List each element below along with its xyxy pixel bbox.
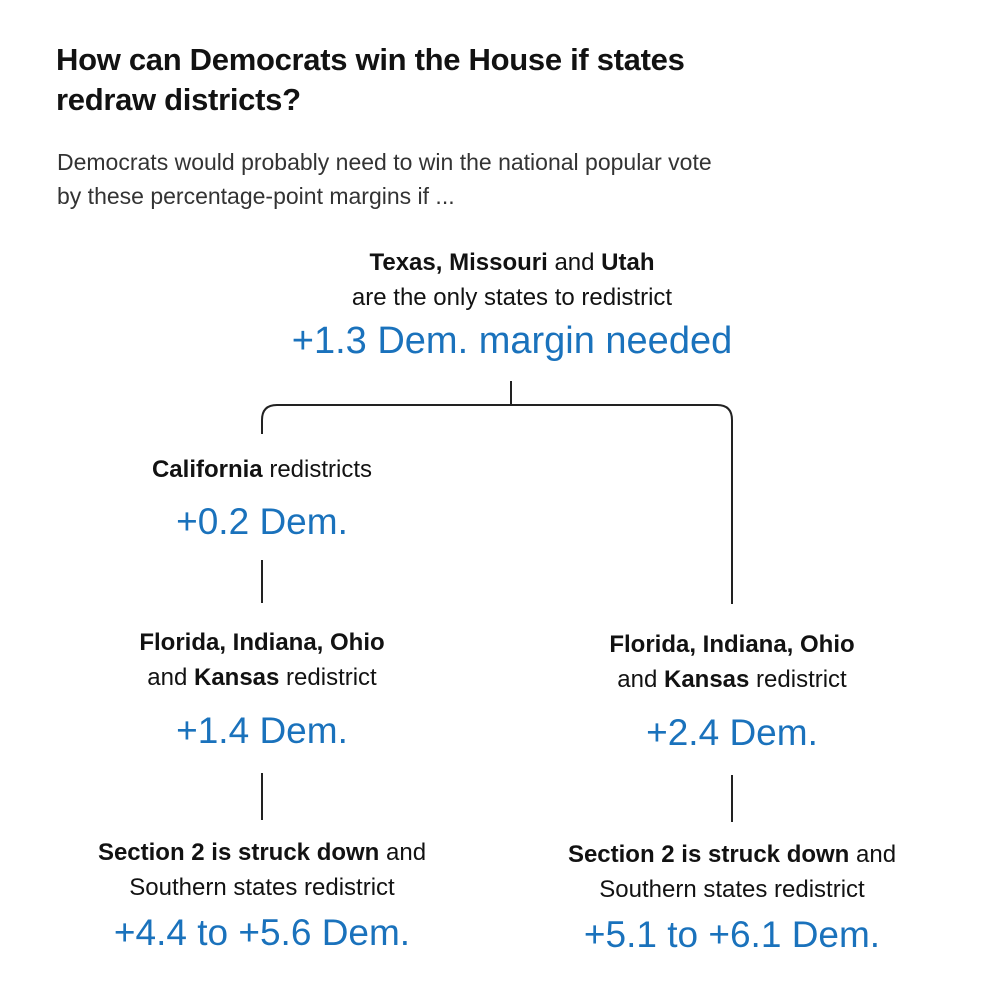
subtitle-line-2: by these percentage-point margins if ...	[57, 183, 455, 209]
right-node-3-condition: Section 2 is struck down and Southern st…	[502, 837, 962, 907]
left-node-2: Florida, Indiana, Ohio and Kansas redist…	[62, 625, 462, 753]
root-condition-line-2: are the only states to redistrict	[351, 284, 673, 311]
root-and: and	[554, 249, 595, 276]
right-node-3-bold: Section 2 is struck down	[567, 841, 850, 868]
left-node-3-rest: and	[379, 839, 427, 866]
root-state-utah: Utah	[601, 249, 655, 276]
left-node-1-bold: California	[151, 456, 263, 483]
right-node-2-value: +2.4 Dem.	[646, 712, 818, 753]
root-node: Texas, Missouri and Utah are the only st…	[212, 245, 812, 363]
right-node-2-bold-1: Florida, Indiana, Ohio	[609, 631, 855, 658]
left-node-2-and: and	[147, 664, 194, 691]
root-margin-value: +1.3 Dem. margin needed	[291, 320, 733, 362]
left-node-2-bold-1: Florida, Indiana, Ohio	[139, 629, 385, 656]
chart-subtitle: Democrats would probably need to win the…	[57, 145, 877, 213]
left-node-3: Section 2 is struck down and Southern st…	[32, 835, 492, 955]
left-node-3-bold: Section 2 is struck down	[97, 839, 380, 866]
left-node-1-value: +0.2 Dem.	[176, 501, 348, 542]
left-node-1-condition: California redistricts	[62, 452, 462, 487]
root-state-texas: Texas,	[369, 249, 443, 276]
right-node-2-bold-2: Kansas	[663, 666, 750, 693]
left-node-1: California redistricts +0.2 Dem.	[62, 452, 462, 544]
right-node-2-and: and	[617, 666, 664, 693]
root-state-missouri: Missouri	[449, 249, 548, 276]
right-node-2-rest: redistrict	[749, 666, 847, 693]
right-node-3-rest: and	[849, 841, 897, 868]
right-node-3-value: +5.1 to +6.1 Dem.	[583, 914, 881, 955]
right-node-3-line-2: Southern states redistrict	[599, 876, 865, 903]
title-line-2: redraw districts?	[56, 82, 301, 117]
right-node-2-condition: Florida, Indiana, Ohio and Kansas redist…	[532, 627, 932, 697]
left-node-2-value: +1.4 Dem.	[176, 710, 348, 751]
title-line-1: How can Democrats win the House if state…	[56, 42, 685, 77]
branch-bracket	[261, 404, 733, 604]
left-node-3-condition: Section 2 is struck down and Southern st…	[32, 835, 492, 905]
subtitle-line-1: Democrats would probably need to win the…	[57, 149, 712, 175]
right-node-2: Florida, Indiana, Ohio and Kansas redist…	[532, 627, 932, 755]
left-node-3-value: +4.4 to +5.6 Dem.	[113, 912, 411, 953]
left-node-2-condition: Florida, Indiana, Ohio and Kansas redist…	[62, 625, 462, 695]
root-condition: Texas, Missouri and Utah are the only st…	[212, 245, 812, 315]
right-node-3: Section 2 is struck down and Southern st…	[502, 837, 962, 957]
left-node-1-rest: redistricts	[262, 456, 373, 483]
chart-title: How can Democrats win the House if state…	[56, 40, 876, 120]
left-node-2-rest: redistrict	[279, 664, 377, 691]
left-node-3-line-2: Southern states redistrict	[129, 874, 395, 901]
left-node-2-bold-2: Kansas	[193, 664, 280, 691]
